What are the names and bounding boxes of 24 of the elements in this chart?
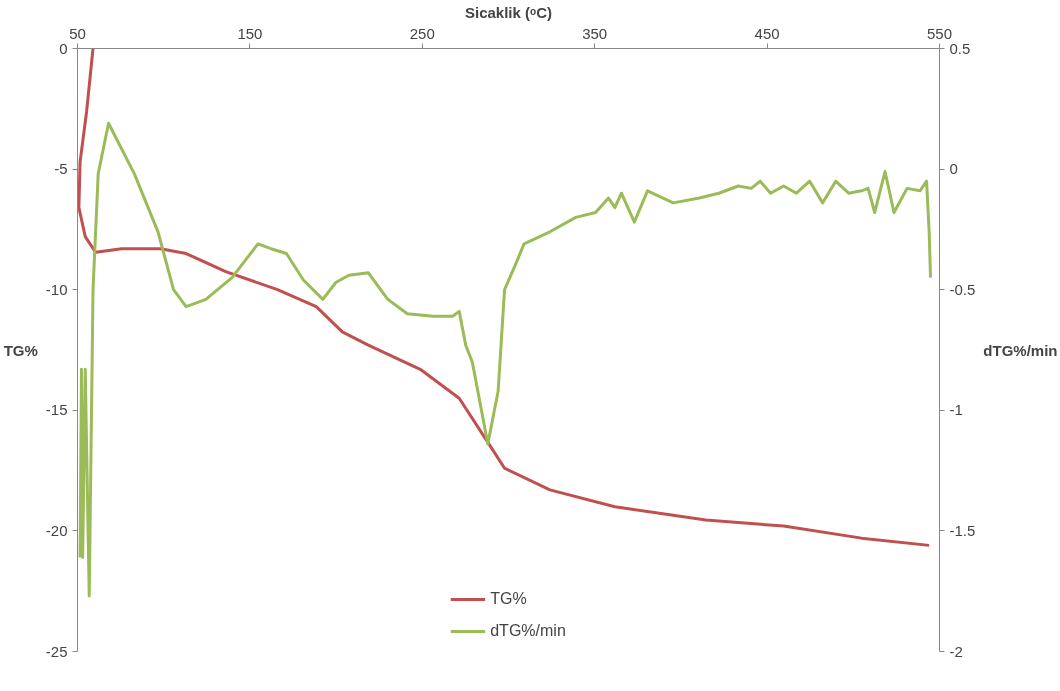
y2-tick-label: -2 bbox=[949, 642, 963, 660]
legend-label: dTG%/min bbox=[490, 622, 566, 640]
y2-axis-title: dTG%/min bbox=[983, 341, 1058, 359]
line-series bbox=[77, 48, 931, 547]
x-tick-label: 450 bbox=[754, 24, 780, 42]
y-tick-label: -20 bbox=[45, 521, 68, 539]
y2-tick-label: -0.5 bbox=[949, 280, 976, 298]
y2-tick-label: 0 bbox=[949, 160, 958, 178]
y2-tick-label: -1 bbox=[949, 401, 963, 419]
y-tick-label: -15 bbox=[45, 401, 68, 419]
y-tick-label: -5 bbox=[54, 160, 68, 178]
x-axis-title: Sicaklik (ᵒC) bbox=[464, 3, 553, 21]
x-tick-label: 150 bbox=[237, 24, 263, 42]
x-tick-label: 50 bbox=[69, 24, 86, 42]
y-tick-label: 0 bbox=[59, 39, 68, 57]
x-tick-label: 350 bbox=[582, 24, 608, 42]
y2-tick-label: -1.5 bbox=[949, 521, 976, 539]
y-tick-label: -10 bbox=[45, 280, 68, 298]
y-axis-title: TG% bbox=[3, 341, 38, 359]
y2-tick-label: 0.5 bbox=[949, 39, 971, 57]
y-tick-label: -25 bbox=[45, 642, 68, 660]
x-tick-label: 550 bbox=[926, 24, 953, 42]
x-tick-label: 250 bbox=[409, 24, 435, 42]
legend-label: TG% bbox=[490, 590, 527, 608]
